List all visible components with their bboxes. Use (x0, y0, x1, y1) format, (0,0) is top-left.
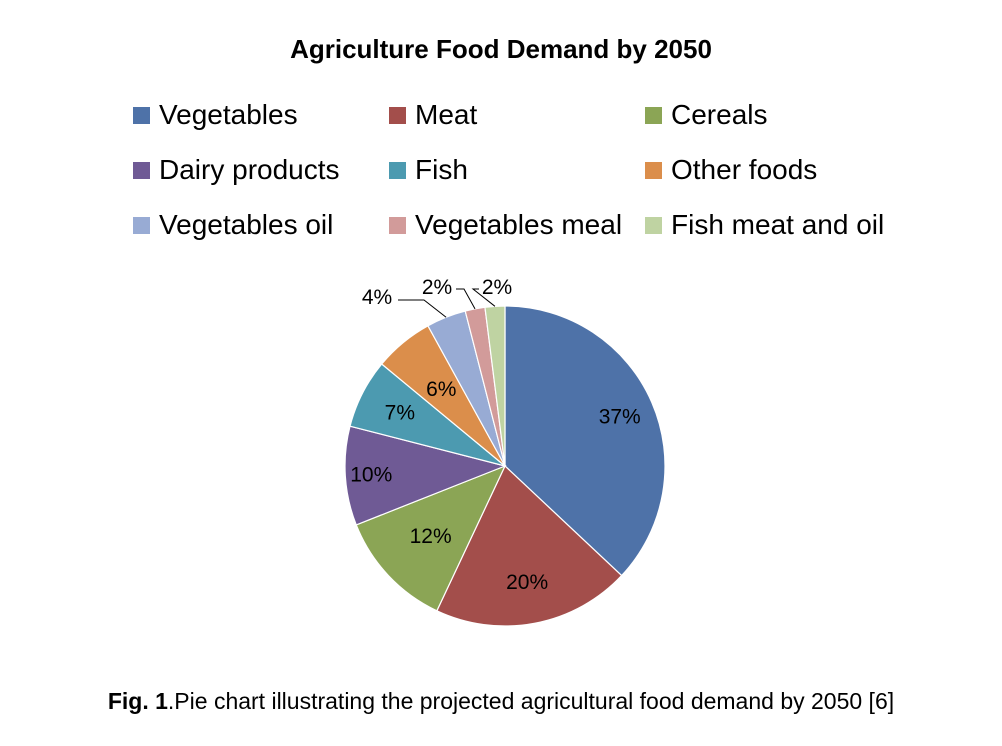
pie-chart: 37% 20% 12% 10% 7% 6% 4% 2% 2% (344, 276, 666, 627)
legend-item-fish: Fish (389, 154, 468, 186)
legend-swatch-vegetables-meal (389, 216, 406, 234)
legend-swatch-vegetables (133, 106, 150, 124)
legend-label-fish-meat-and-oil: Fish meat and oil (671, 209, 885, 240)
legend-label-other-foods: Other foods (671, 154, 818, 185)
legend-swatch-other-foods (645, 161, 662, 179)
legend-item-vegetables-oil: Vegetables oil (133, 209, 333, 241)
legend-item-dairy-products: Dairy products (133, 154, 340, 186)
leader-line-vegetables-meal (456, 288, 476, 310)
data-label-dairy-products: 10% (350, 463, 392, 486)
legend-swatch-cereals (645, 106, 662, 124)
legend-item-fish-meat-and-oil: Fish meat and oil (645, 209, 884, 241)
legend-swatch-vegetables-oil (133, 216, 150, 234)
data-label-vegetables-oil: 4% (362, 286, 392, 309)
legend-swatch-fish (389, 161, 406, 179)
legend-label-cereals: Cereals (671, 99, 768, 130)
legend-label-vegetables: Vegetables (159, 99, 298, 130)
leader-line-fish-meat-and-oil (471, 288, 496, 307)
data-label-other-foods: 6% (426, 378, 456, 401)
legend-swatch-meat (389, 106, 406, 124)
legend-label-dairy-products: Dairy products (159, 154, 340, 185)
legend-item-other-foods: Other foods (645, 154, 817, 186)
caption-prefix: Fig. 1 (107, 688, 168, 714)
chart-title: Agriculture Food Demand by 2050 (290, 34, 712, 64)
legend-label-vegetables-oil: Vegetables oil (159, 209, 334, 240)
legend-item-vegetables: Vegetables (133, 99, 298, 131)
legend-label-vegetables-meal: Vegetables meal (415, 209, 623, 240)
figure-caption: Fig. 1.Pie chart illustrating the projec… (0, 688, 1002, 715)
pie-slice-cereals (355, 464, 507, 612)
legend-item-cereals: Cereals (645, 99, 767, 131)
data-label-fish-meat-and-oil: 2% (482, 276, 512, 299)
pie-slice-fish-meat-and-oil (484, 305, 506, 467)
legend-label-meat: Meat (415, 99, 478, 130)
pie-slice-vegetables (504, 305, 666, 577)
leader-line-vegetables-oil (398, 299, 447, 318)
data-label-fish: 7% (385, 401, 415, 424)
data-label-cereals: 12% (410, 525, 452, 548)
legend-swatch-fish-meat-and-oil (645, 216, 662, 234)
legend-item-vegetables-meal: Vegetables meal (389, 209, 622, 241)
legend-swatch-dairy-products (133, 161, 150, 179)
pie-slice-meat (436, 464, 623, 627)
legend-item-meat: Meat (389, 99, 477, 131)
caption-text: .Pie chart illustrating the projected ag… (167, 688, 895, 714)
data-label-meat: 20% (506, 571, 548, 594)
pie-slice-dairy-products (344, 425, 507, 526)
data-label-vegetables-meal: 2% (422, 276, 452, 299)
data-label-vegetables: 37% (599, 405, 641, 428)
legend-label-fish: Fish (415, 154, 468, 185)
